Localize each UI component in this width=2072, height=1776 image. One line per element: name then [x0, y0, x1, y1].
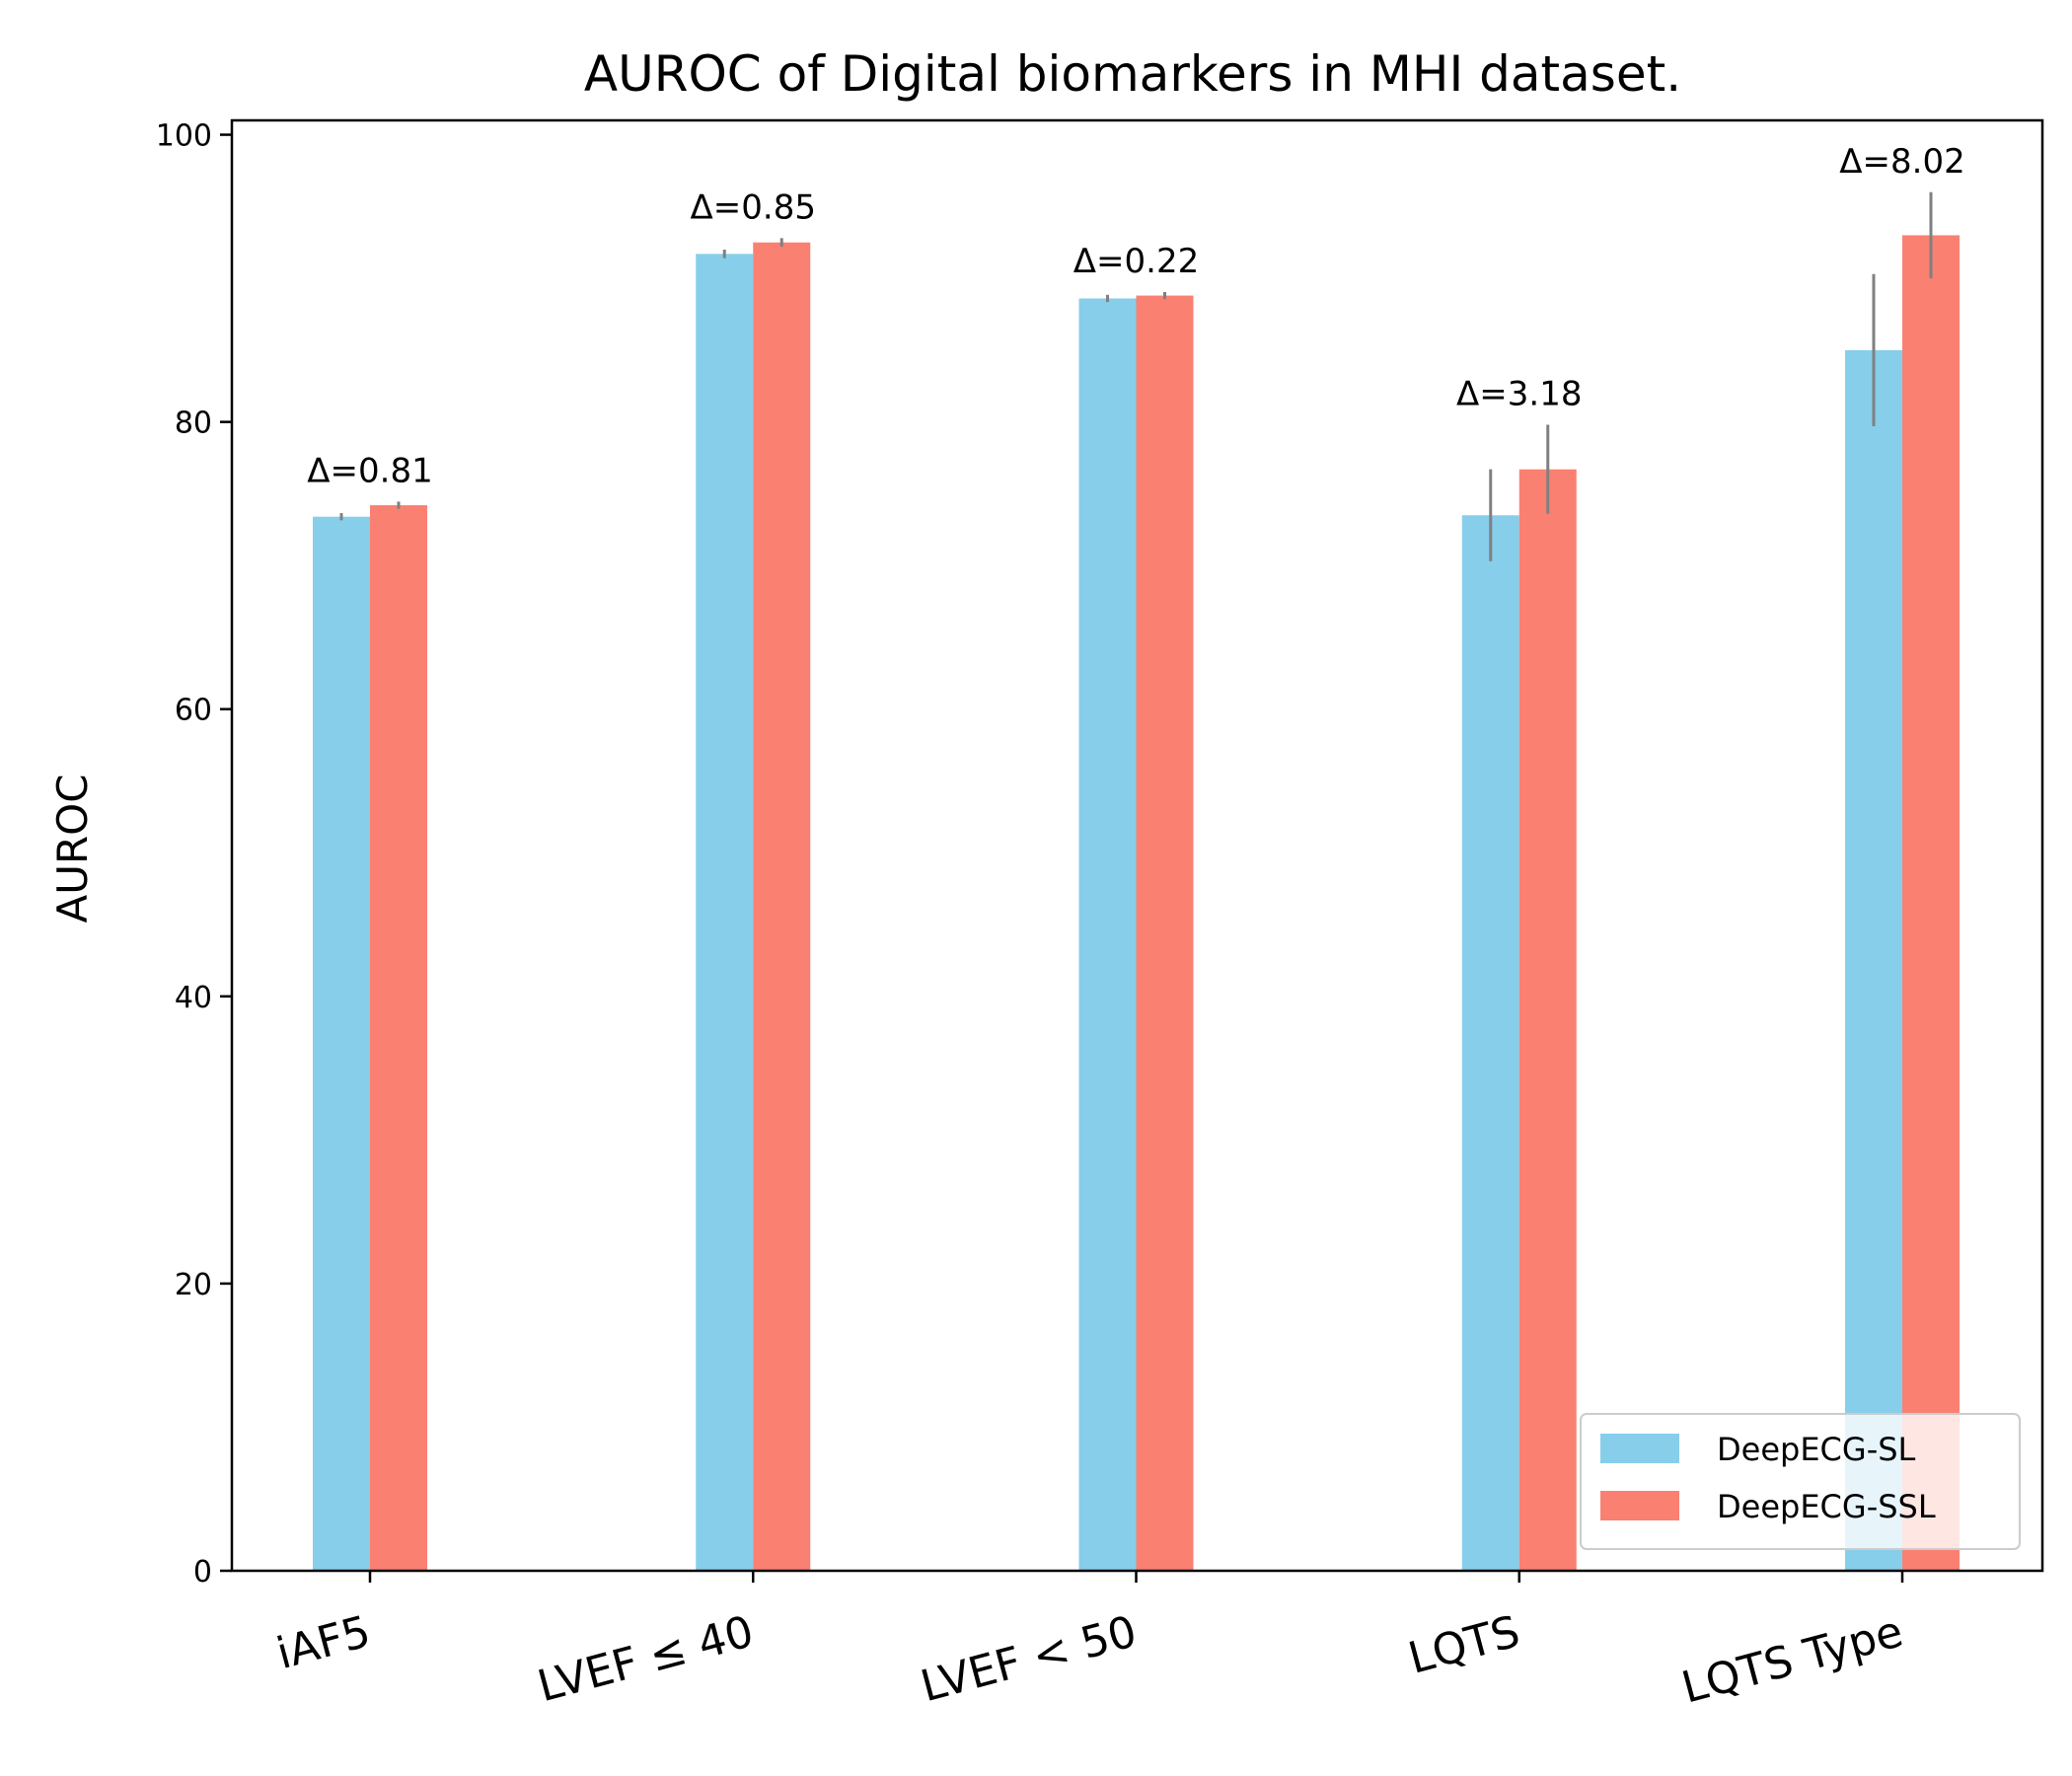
legend-swatch	[1600, 1491, 1679, 1520]
y-tick-label: 20	[175, 1268, 212, 1302]
chart-title: AUROC of Digital biomarkers in MHI datas…	[584, 45, 1681, 103]
delta-annotation: Δ=3.18	[1456, 375, 1582, 414]
bar-ssl	[753, 242, 811, 1571]
bar-ssl	[1902, 235, 1960, 1571]
x-tick-label: LQTS	[1403, 1606, 1524, 1684]
y-tick-label: 60	[175, 694, 212, 728]
y-tick-label: 80	[175, 407, 212, 441]
x-tick-label: LVEF < 50	[916, 1606, 1142, 1712]
legend-label: DeepECG-SSL	[1717, 1488, 1936, 1525]
bar-sl	[696, 254, 754, 1571]
x-tick-label: LQTS Type	[1676, 1606, 1907, 1714]
delta-annotation: Δ=8.02	[1839, 142, 1964, 182]
bar-ssl	[370, 505, 427, 1572]
y-tick-label: 100	[156, 119, 212, 154]
bar-sl	[313, 516, 370, 1572]
plot-area: Δ=0.81 Δ=0.85 Δ=0.22 Δ=3.18 Δ=8.02 0 20 40 60 80 1…	[156, 119, 2044, 1714]
bar-ssl	[1518, 469, 1577, 1571]
legend-label: DeepECG-SL	[1717, 1431, 1916, 1468]
x-tick-label: LVEF ≤ 40	[533, 1606, 759, 1712]
delta-annotation: Δ=0.22	[1073, 242, 1199, 281]
x-tick-label: iAF5	[271, 1606, 376, 1679]
delta-annotation: Δ=0.85	[691, 187, 816, 227]
delta-annotation: Δ=0.81	[307, 451, 432, 490]
y-tick-label: 0	[193, 1555, 212, 1590]
legend: DeepECG-SL DeepECG-SSL	[1580, 1413, 2021, 1550]
y-tick-label: 40	[175, 981, 212, 1015]
bar-sl	[1461, 515, 1519, 1571]
bar-sl	[1845, 349, 1902, 1571]
legend-swatch	[1600, 1434, 1679, 1463]
y-axis-label: AUROC	[48, 774, 97, 923]
legend-box	[1580, 1413, 2021, 1550]
bar-ssl	[1136, 295, 1194, 1572]
bar-sl	[1078, 298, 1137, 1572]
